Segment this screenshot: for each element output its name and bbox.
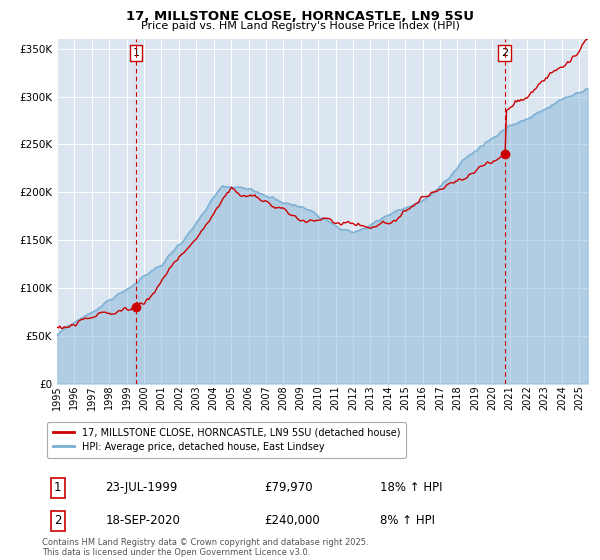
Text: 18-SEP-2020: 18-SEP-2020 xyxy=(106,514,180,527)
Text: 2: 2 xyxy=(54,514,62,527)
Text: 1: 1 xyxy=(133,48,140,58)
Legend: 17, MILLSTONE CLOSE, HORNCASTLE, LN9 5SU (detached house), HPI: Average price, d: 17, MILLSTONE CLOSE, HORNCASTLE, LN9 5SU… xyxy=(47,422,406,458)
Text: 2: 2 xyxy=(501,48,508,58)
Text: £79,970: £79,970 xyxy=(264,481,313,494)
Text: 18% ↑ HPI: 18% ↑ HPI xyxy=(380,481,442,494)
Text: 17, MILLSTONE CLOSE, HORNCASTLE, LN9 5SU: 17, MILLSTONE CLOSE, HORNCASTLE, LN9 5SU xyxy=(126,10,474,23)
Text: 8% ↑ HPI: 8% ↑ HPI xyxy=(380,514,435,527)
Text: Price paid vs. HM Land Registry's House Price Index (HPI): Price paid vs. HM Land Registry's House … xyxy=(140,21,460,31)
Text: Contains HM Land Registry data © Crown copyright and database right 2025.
This d: Contains HM Land Registry data © Crown c… xyxy=(42,538,368,557)
Text: 1: 1 xyxy=(54,481,62,494)
Text: £240,000: £240,000 xyxy=(264,514,320,527)
Text: 23-JUL-1999: 23-JUL-1999 xyxy=(106,481,178,494)
